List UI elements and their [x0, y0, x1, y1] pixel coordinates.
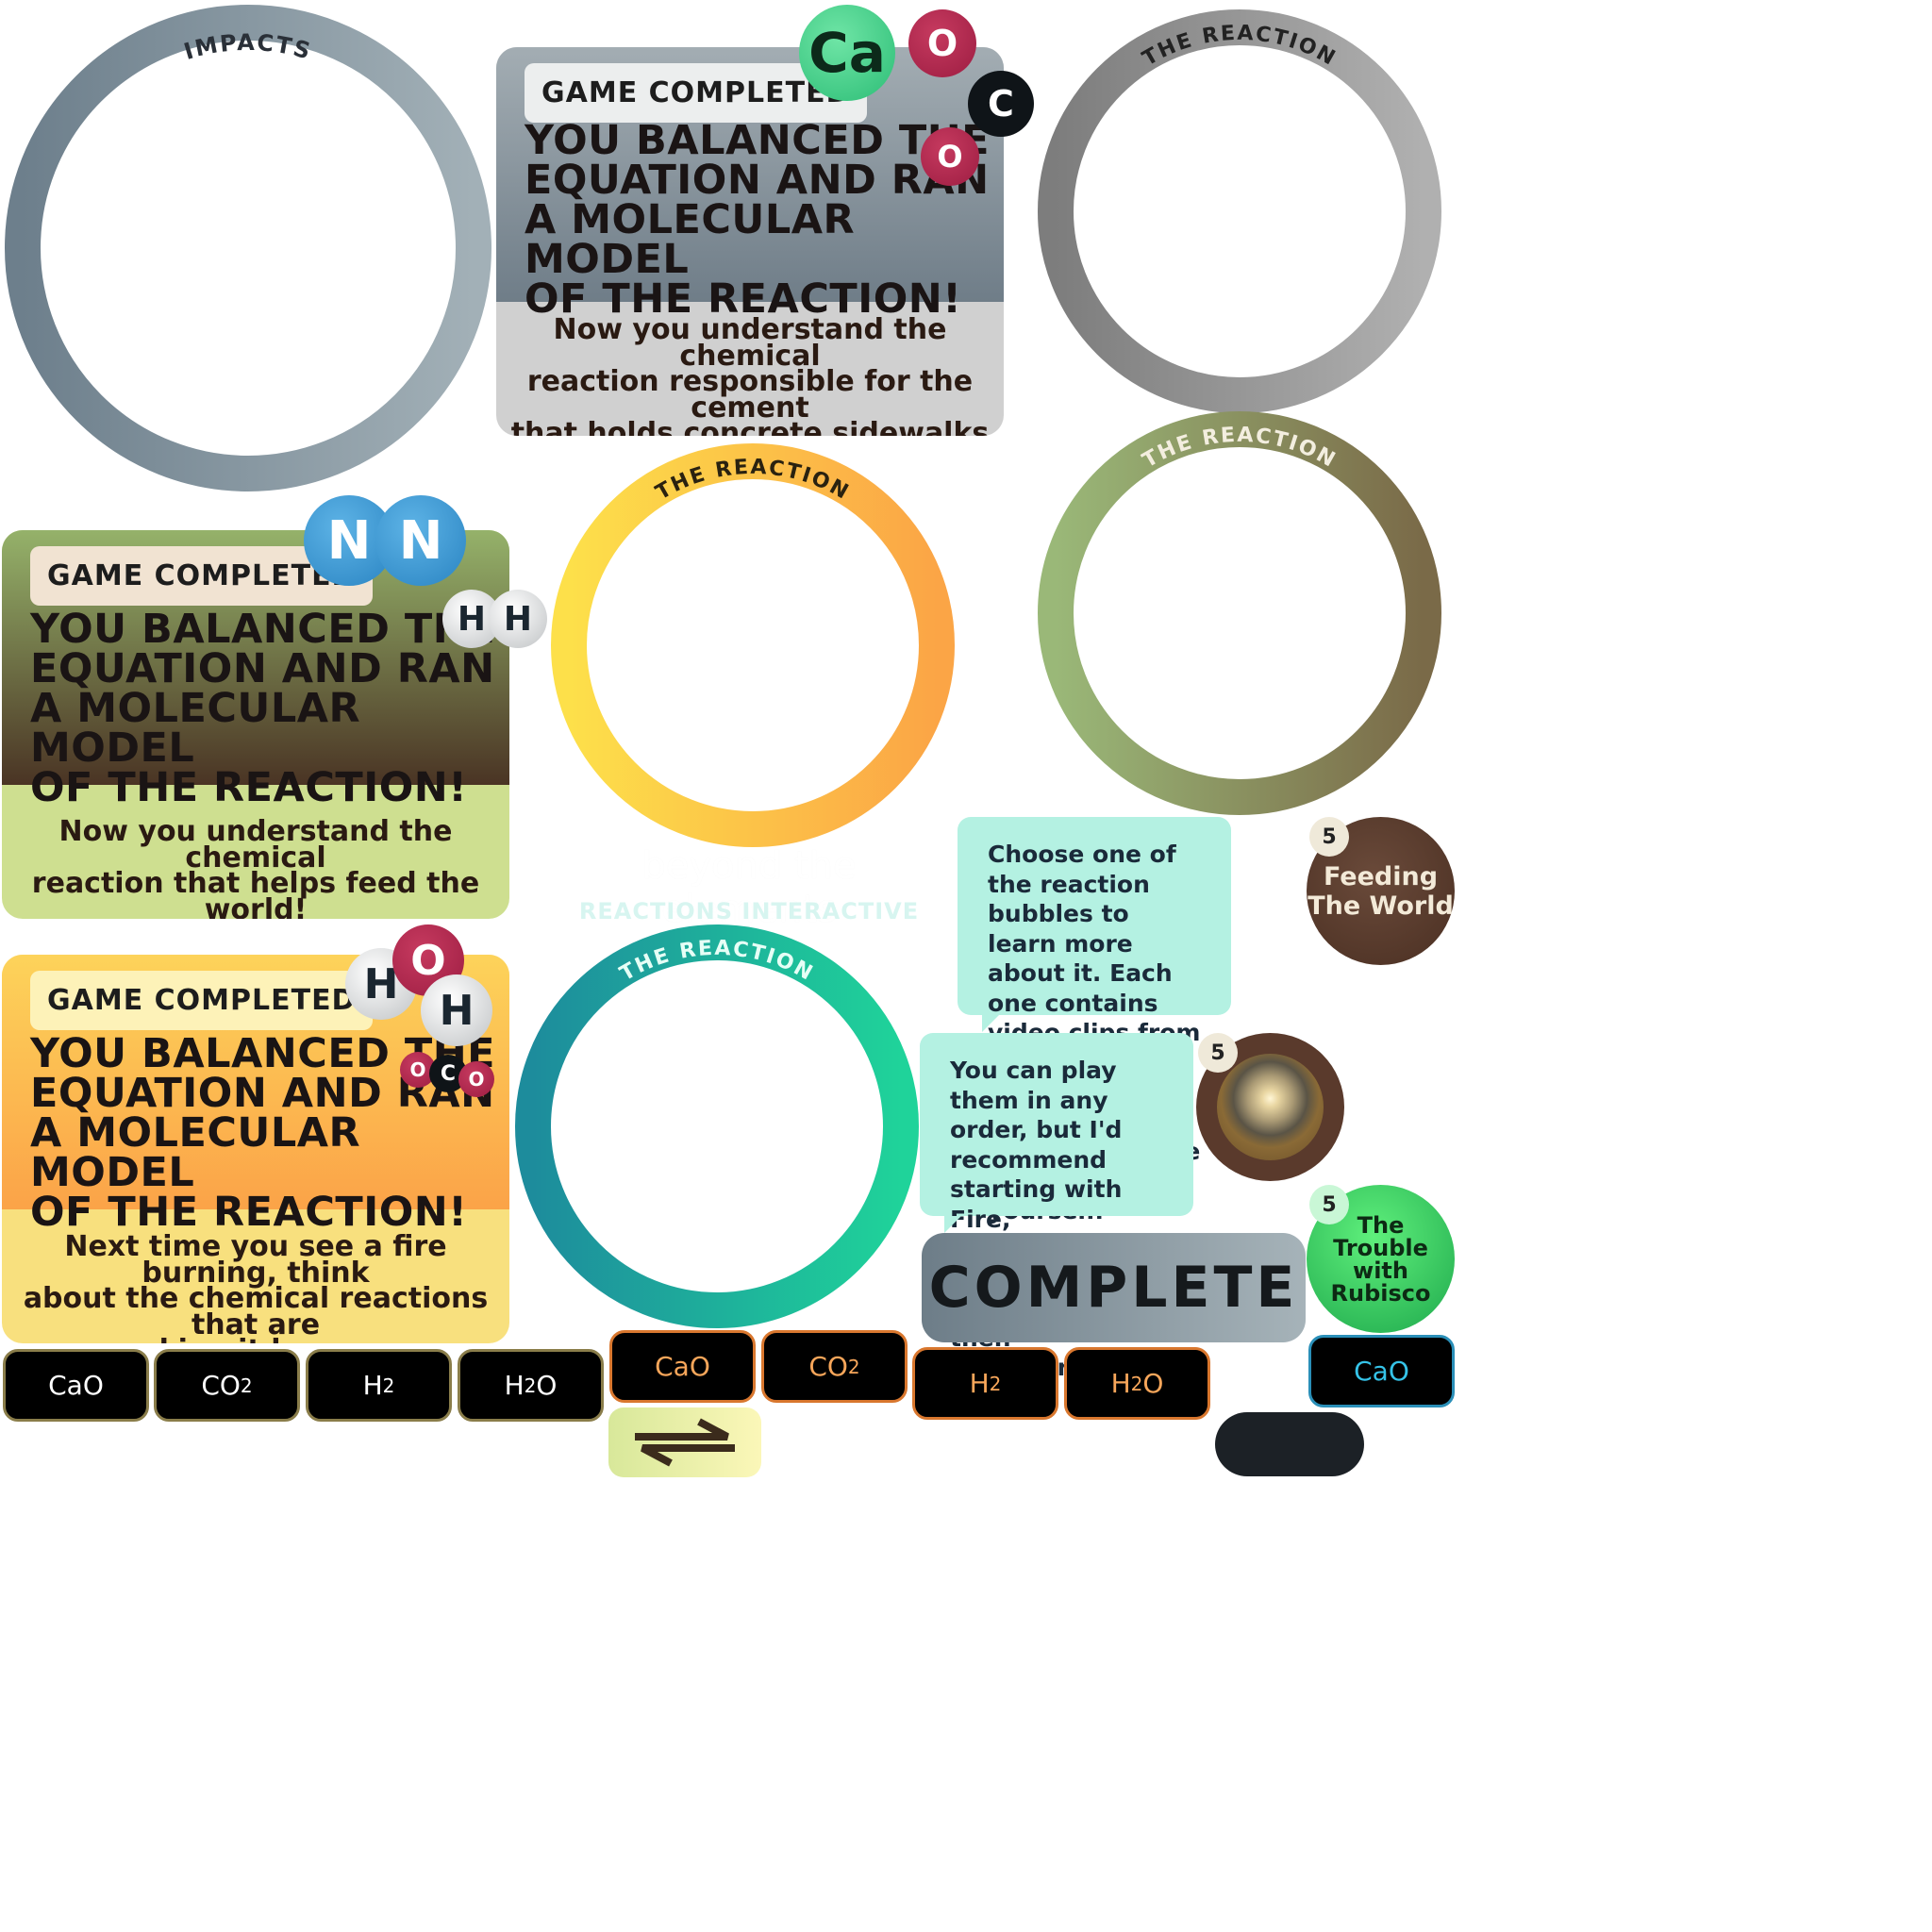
- reaction-ring-fire[interactable]: THE REACTION: [551, 443, 955, 847]
- card-body-text: Now you understand the chemical reaction…: [31, 815, 480, 920]
- reaction-ring-fertilizer[interactable]: THE REACTION: [1038, 411, 1441, 815]
- node-label: Feeding The World: [1307, 861, 1454, 921]
- hydrogen-atom-icon: H: [489, 590, 547, 648]
- carbon-atom-icon: C: [968, 71, 1034, 137]
- compound-chip-cao[interactable]: CaO: [3, 1349, 149, 1422]
- reaction-ring-gray[interactable]: THE REACTION: [1038, 9, 1441, 413]
- impacts-ring[interactable]: IMPACTS: [3, 3, 493, 493]
- card-headline: YOU BALANCED THE EQUATION AND RAN A MOLE…: [525, 117, 990, 323]
- bubble-tail: [944, 1216, 961, 1233]
- order-speech-bubble: You can play them in any order, but I'd …: [920, 1033, 1193, 1381]
- hydrogen-atom-icon: H: [421, 974, 492, 1046]
- calcium-atom-icon: Ca: [799, 5, 895, 101]
- game-completed-badge: GAME COMPLETED: [30, 546, 374, 606]
- reaction-ring-photosynthesis[interactable]: THE REACTION: [515, 924, 919, 1328]
- game-completed-badge: GAME COMPLETED: [30, 971, 374, 1030]
- node-number-badge: 5: [1309, 1185, 1349, 1224]
- card-body-text: Next time you see a fire burning, think …: [23, 1230, 489, 1343]
- empty-chip-slot[interactable]: [1215, 1412, 1364, 1476]
- reaction-arrows-button[interactable]: [608, 1407, 761, 1477]
- node-number-badge: 5: [1309, 817, 1349, 857]
- watermark-title: beyond the elements: [641, 844, 857, 931]
- card-headline: YOU BALANCED THE EQUATION AND RAN A MOLE…: [30, 606, 495, 811]
- impacts-ring-label: IMPACTS: [181, 29, 315, 65]
- complete-button[interactable]: COMPLETE: [922, 1233, 1306, 1342]
- node-label: The Trouble with Rubisco: [1330, 1211, 1431, 1307]
- oxygen-atom-icon: O: [908, 9, 976, 77]
- bubble-tail: [982, 1015, 999, 1032]
- game-completed-card-cement: GAME COMPLETED YOU BALANCED THE EQUATION…: [496, 47, 1004, 436]
- compound-chip-co2-active[interactable]: CO 2: [761, 1330, 908, 1403]
- wheat-field-image: [1217, 1054, 1324, 1160]
- complete-button-label: COMPLETE: [928, 1255, 1299, 1321]
- card-body-text: Now you understand the chemical reaction…: [510, 313, 990, 436]
- nitrogen-atom-icon: N: [375, 495, 466, 586]
- node-number-badge: 5: [1198, 1033, 1238, 1073]
- game-completed-card-fertilizer: GAME COMPLETED YOU BALANCED THE EQUATION…: [2, 530, 509, 919]
- card-headline: YOU BALANCED THE EQUATION AND RAN A MOLE…: [30, 1030, 496, 1236]
- compound-chip-cao-active[interactable]: CaO: [609, 1330, 756, 1403]
- game-completed-badge: GAME COMPLETED: [525, 63, 868, 123]
- reaction-arrows-icon: [635, 1418, 735, 1467]
- oxygen-atom-icon: O: [921, 127, 979, 186]
- oxygen-atom-icon: O: [458, 1061, 494, 1097]
- watermark-subtitle: REACTIONS INTERACTIVE: [578, 898, 920, 924]
- intro-speech-bubble: Choose one of the reaction bubbles to le…: [958, 817, 1231, 1224]
- compound-chip-co2[interactable]: CO 2: [154, 1349, 300, 1422]
- compound-chip-cao-selected[interactable]: CaO: [1308, 1335, 1455, 1407]
